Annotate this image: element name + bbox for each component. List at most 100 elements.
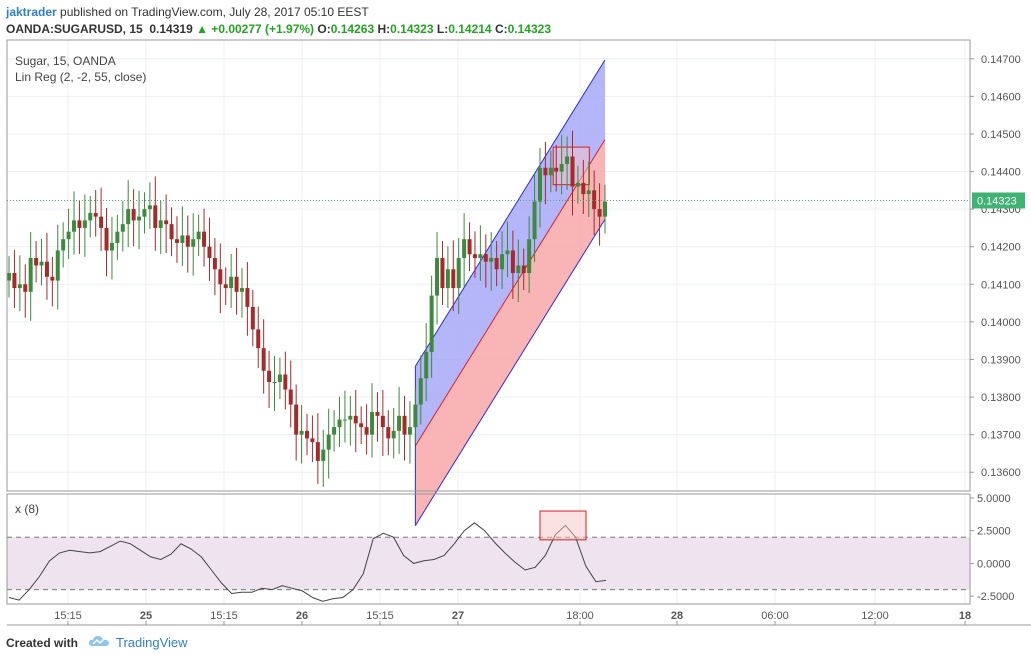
candle-body <box>256 329 261 349</box>
candle-body <box>505 250 510 255</box>
open-label: O: <box>317 22 331 36</box>
low-value: 0.14214 <box>448 22 492 36</box>
tradingview-brand[interactable]: TradingView <box>116 635 188 650</box>
candle-body <box>72 220 77 232</box>
candle-body <box>603 201 607 217</box>
y-tick-label: 0.14200 <box>981 242 1021 254</box>
candle <box>429 275 434 378</box>
candle-body <box>597 209 602 217</box>
candle-body <box>386 427 391 439</box>
candle <box>472 231 477 278</box>
candle <box>245 262 250 336</box>
candle <box>424 323 429 402</box>
y-tick-label: 0.13700 <box>981 430 1021 442</box>
candle <box>505 221 510 278</box>
price-change: ▲ +0.00277 (+1.97%) <box>196 22 315 36</box>
candle-body <box>456 257 461 289</box>
candle-body <box>115 231 120 243</box>
osc-pane-border <box>6 493 971 605</box>
author-link[interactable]: jaktrader <box>6 5 57 19</box>
x-tick-label: 15:15 <box>54 610 82 622</box>
candle-body <box>353 415 358 424</box>
candle <box>223 267 228 305</box>
candle <box>93 189 98 237</box>
candle <box>315 413 320 484</box>
candle <box>305 413 309 456</box>
candle <box>229 253 234 308</box>
candle-body <box>229 276 234 289</box>
candle-body <box>370 412 375 435</box>
candle-body <box>88 212 93 221</box>
candle <box>397 386 402 454</box>
y-tick-label: 0.14600 <box>981 91 1021 103</box>
candle-body <box>82 220 87 228</box>
candle <box>174 216 179 263</box>
candle-body <box>212 257 217 270</box>
candle-body <box>272 382 277 384</box>
candle <box>147 182 152 230</box>
candlesticks <box>7 130 607 487</box>
candle <box>207 217 212 281</box>
candle <box>321 429 326 487</box>
candle-body <box>283 374 288 390</box>
candle <box>489 232 494 291</box>
candle <box>456 238 461 314</box>
y-tick-label: 0.13800 <box>981 392 1021 404</box>
candle-body <box>565 156 570 165</box>
candle-body <box>489 257 494 262</box>
candle-body <box>267 370 272 383</box>
candle-body <box>592 190 597 210</box>
price-chart[interactable]: 0.147000.146000.145000.144000.143000.142… <box>0 0 1031 630</box>
tradingview-cloud-icon <box>88 634 110 653</box>
candle <box>527 216 532 293</box>
candle-body <box>537 167 542 202</box>
candle-body <box>375 412 380 416</box>
candle-body <box>153 205 158 228</box>
candle-body <box>440 257 445 289</box>
osc-tick-label: -2.5000 <box>977 591 1014 603</box>
candle-body <box>277 374 282 383</box>
x-tick-label: 27 <box>452 610 464 622</box>
candle <box>521 248 526 290</box>
candle-body <box>397 415 402 431</box>
candle-body <box>104 227 109 251</box>
candle-body <box>191 239 196 247</box>
candle-body <box>364 427 369 435</box>
x-tick-label: 18:00 <box>566 610 594 622</box>
upper-channel-line <box>414 59 606 367</box>
candle <box>337 396 342 448</box>
candle-body <box>126 209 131 225</box>
candle <box>391 407 396 459</box>
osc-line <box>8 522 607 602</box>
candle <box>586 161 591 218</box>
candle-body <box>451 269 456 289</box>
open-value: 0.14263 <box>330 22 375 36</box>
footer: Created with TradingView <box>6 634 188 652</box>
candle-body <box>321 449 326 461</box>
candle <box>77 200 82 254</box>
candle <box>66 208 71 260</box>
chart-legend: Sugar, 15, OANDA Lin Reg (2, -2, 55, clo… <box>15 53 146 85</box>
y-tick-label: 0.14500 <box>981 129 1021 141</box>
candle-body <box>55 250 60 281</box>
candle-body <box>472 254 477 258</box>
candle <box>597 183 602 246</box>
candle <box>353 389 358 453</box>
osc-highlight-box <box>539 510 587 541</box>
candle <box>115 214 120 260</box>
candle <box>575 165 580 204</box>
close-value: 0.14323 <box>507 22 552 36</box>
candle-body <box>28 257 33 292</box>
candle-body <box>581 182 586 195</box>
candle <box>494 241 499 287</box>
candle-body <box>147 205 152 210</box>
osc-tick-label: 5.0000 <box>977 493 1011 505</box>
lower-channel-fill <box>415 139 605 526</box>
candle-body <box>223 284 228 289</box>
candle <box>185 215 190 273</box>
candle-body <box>261 348 266 371</box>
candle <box>386 410 391 456</box>
candle-body <box>207 246 212 258</box>
candle-body <box>202 231 207 247</box>
candle <box>164 194 169 254</box>
